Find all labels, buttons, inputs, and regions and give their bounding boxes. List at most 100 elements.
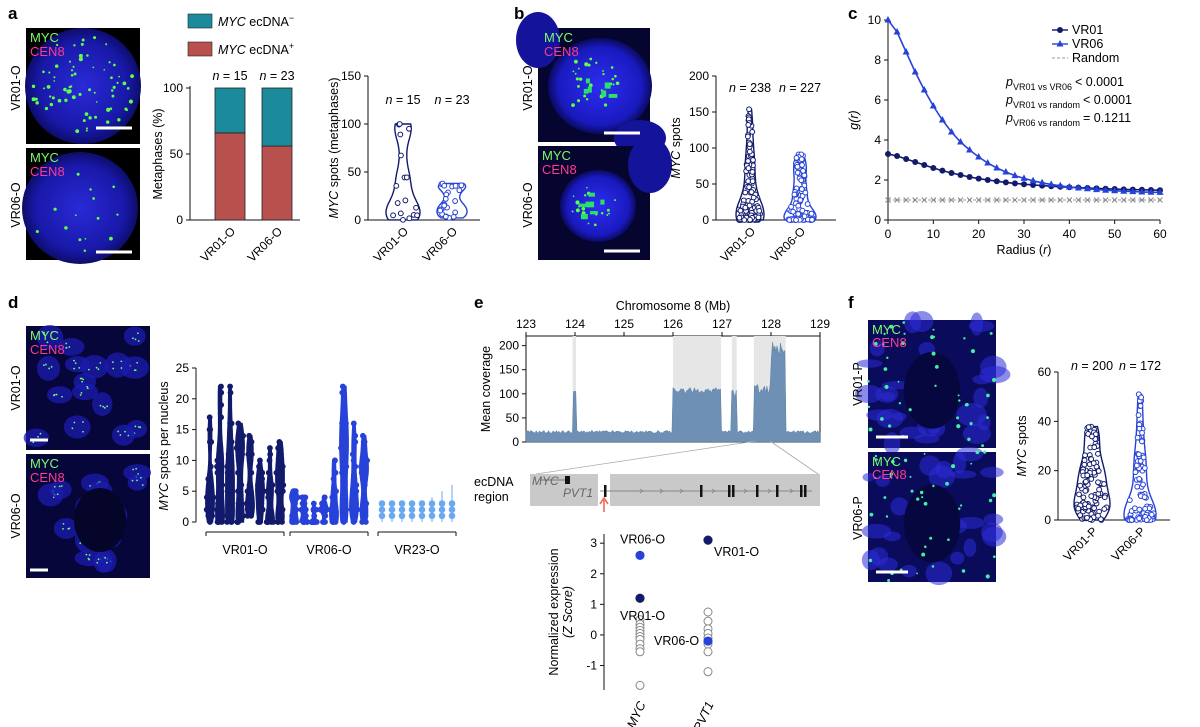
n-label: n = 23 <box>434 93 469 107</box>
data-point <box>264 519 271 525</box>
y-tick-label: 15 <box>176 423 190 437</box>
series-point <box>948 170 955 176</box>
fish-spot <box>985 574 990 579</box>
fish-spot <box>889 472 894 477</box>
fish-spot <box>600 212 604 215</box>
n-italic: n <box>1119 359 1126 373</box>
series-point <box>884 16 892 23</box>
chart-title: Chromosome 8 (Mb) <box>616 299 731 313</box>
fish-spot <box>56 493 59 496</box>
data-point <box>1139 438 1145 445</box>
fish-spot <box>869 512 874 517</box>
data-point <box>236 488 243 495</box>
fish-spot <box>108 61 111 64</box>
y-tick-label: 50 <box>170 147 184 161</box>
data-point <box>224 488 231 495</box>
data-point <box>397 210 404 217</box>
series-point <box>1039 197 1045 203</box>
n-value: = 172 <box>1126 359 1161 373</box>
data-point <box>225 451 232 458</box>
highlight-point <box>635 550 645 561</box>
data-point <box>217 445 224 451</box>
fish-spot <box>956 416 960 420</box>
data-point <box>358 463 364 470</box>
y-axis-title-gene: MYC <box>1015 448 1029 477</box>
data-point <box>233 445 240 451</box>
data-point <box>320 519 326 525</box>
y-tick-label: 6 <box>874 93 881 107</box>
fish-spot <box>572 70 575 73</box>
fish-spot <box>136 361 139 364</box>
legend-marker-vr01 <box>1057 27 1063 33</box>
data-point <box>748 189 755 195</box>
y-tick-label: 0 <box>1044 513 1051 527</box>
data-point <box>437 207 444 214</box>
data-point <box>413 204 419 211</box>
fish-spot <box>105 43 108 46</box>
data-point <box>265 469 272 476</box>
data-point <box>452 198 459 204</box>
data-point <box>333 488 339 495</box>
fish-spot <box>880 417 884 421</box>
micro-myc-label: MYC <box>542 148 571 163</box>
micro-myc-label: MYC <box>544 30 573 45</box>
fish-spot <box>102 405 105 408</box>
data-point <box>441 202 448 209</box>
data-point <box>247 457 254 464</box>
y-tick-label: 0 <box>512 435 519 449</box>
fish-spot <box>883 332 886 336</box>
nucleus <box>92 392 113 417</box>
fish-spot <box>593 223 597 227</box>
data-point <box>360 439 367 445</box>
data-point <box>418 500 426 507</box>
micrograph-a-bottom: MYC CEN8 <box>22 148 140 264</box>
highlight-point <box>635 593 645 603</box>
p-subscript: VR01 vs VR06 <box>1013 82 1072 92</box>
x-tick-label: VR06-P <box>1109 524 1149 564</box>
fish-spot <box>970 349 976 354</box>
strand-arrow <box>767 488 772 494</box>
series-point <box>947 128 955 135</box>
fish-spot <box>106 405 109 408</box>
fish-spot <box>55 393 58 396</box>
chart-f-violin: 0 20 40 60 MYC spots VR01-P n = 200 VR06-P n = 1… <box>1015 359 1170 564</box>
fish-cluster <box>587 86 592 93</box>
y-axis-title-gene: MYC <box>327 190 341 219</box>
data-point <box>340 519 347 525</box>
tissue-nucleus <box>925 561 953 586</box>
fish-spot <box>79 542 82 545</box>
fish-spot <box>31 84 36 89</box>
fish-spot <box>86 387 89 390</box>
series-point <box>930 197 937 203</box>
micro-cen8-label: CEN8 <box>872 335 907 350</box>
x-tick-label: 0 <box>885 227 892 241</box>
tissue-nucleus <box>970 312 984 336</box>
data-point <box>235 457 242 464</box>
data-point <box>257 506 264 513</box>
exon <box>732 485 735 497</box>
n-value: = 23 <box>441 93 469 107</box>
series-point <box>1138 188 1146 195</box>
tissue-nucleus <box>854 384 883 404</box>
data-point <box>1077 512 1083 518</box>
fish-spot <box>595 61 598 64</box>
fish-spot <box>585 98 589 101</box>
micro-myc-label: MYC <box>872 322 901 337</box>
fish-spot <box>581 206 586 211</box>
y-axis-title: MYC spots <box>669 117 683 178</box>
gene-label-pvt1: PVT1 <box>563 486 593 500</box>
fish-spot <box>88 116 92 120</box>
fish-spot <box>975 450 980 455</box>
data-point <box>388 512 396 520</box>
y-axis-title: g(r) <box>847 110 861 129</box>
series-point <box>1057 197 1064 203</box>
fish-spot <box>68 85 72 89</box>
y-tick-label: 0 <box>354 213 361 227</box>
fish-spot <box>84 112 89 116</box>
fish-spot <box>60 485 63 487</box>
tissue-nucleus <box>861 523 892 539</box>
row-label-vr06o: VR06-O <box>9 182 23 227</box>
fish-spot <box>614 74 617 78</box>
legend-pos: MYC ecDNA+ <box>218 41 294 57</box>
